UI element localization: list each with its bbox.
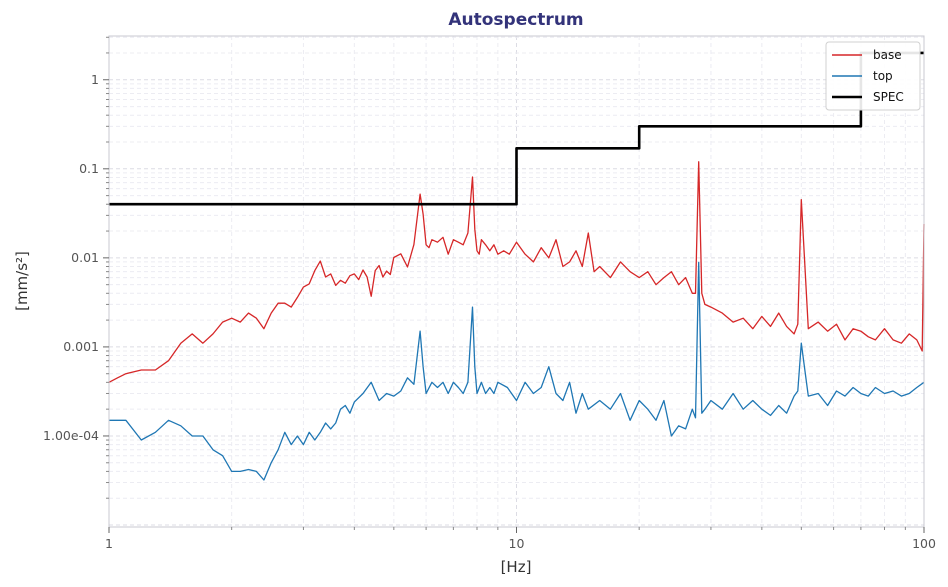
grid-lines [108,36,925,527]
y-tick-label: 1.00e-04 [43,428,99,443]
y-axis-label: [mm/s²] [13,251,31,311]
x-tick-label: 1 [105,536,113,551]
x-tick-label: 100 [912,536,936,551]
legend-label-base: base [873,48,902,62]
axis-ticks: 1 10 100 1.00e-04 0.001 0.01 0.1 1 [43,36,936,551]
legend-box [825,41,921,111]
y-tick-label: 1 [91,72,99,87]
chart-title: Autospectrum [448,10,583,30]
y-tick-label: 0.01 [71,250,99,265]
series-line-top [109,261,925,481]
x-tick-label: 10 [509,536,525,551]
y-tick-label: 0.1 [79,161,99,176]
legend-label-spec: SPEC [873,90,904,104]
legend-label-top: top [873,69,893,83]
x-axis-label: [Hz] [501,558,532,576]
y-tick-label: 0.001 [63,339,99,354]
series-line-base [108,161,925,383]
legend: base top SPEC [825,41,921,111]
